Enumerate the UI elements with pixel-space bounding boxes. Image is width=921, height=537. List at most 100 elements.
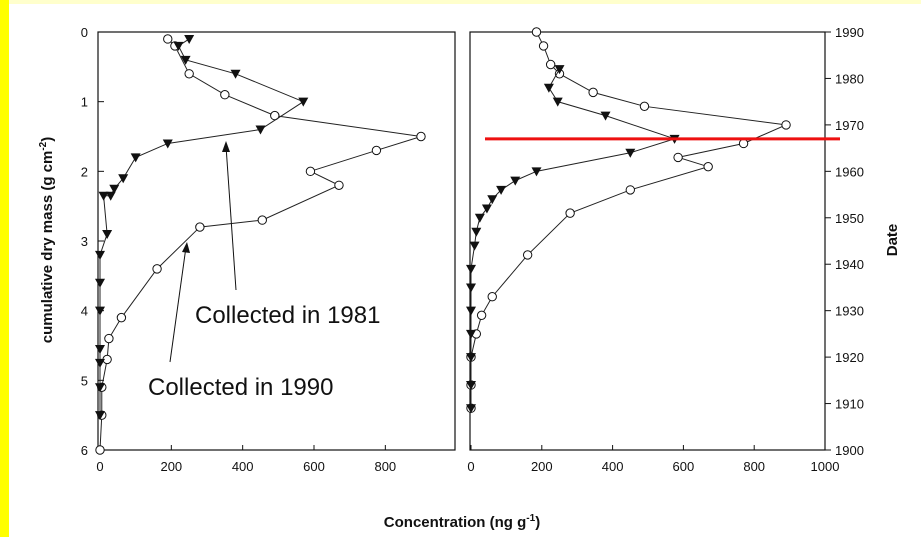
right-triangle-point xyxy=(466,283,476,293)
left-circle-point xyxy=(104,333,114,344)
right-y-tick-label: 1970 xyxy=(835,118,864,133)
left-circle-point xyxy=(305,166,316,177)
left-x-tick-label: 600 xyxy=(303,459,325,474)
left-y-tick-label: 4 xyxy=(81,304,88,319)
left-circle-point xyxy=(163,34,173,44)
right-triangle-point xyxy=(510,176,521,186)
left-circle-point xyxy=(116,312,127,323)
right-y-tick-label: 1920 xyxy=(835,350,864,365)
right-circle-point xyxy=(522,250,533,260)
left-triangle-point xyxy=(109,184,120,194)
right-triangle-point xyxy=(487,195,498,205)
left-triangle-point xyxy=(173,41,184,51)
yellow-side-strip xyxy=(0,0,9,537)
right-circle-point xyxy=(781,120,791,130)
right-circle-point xyxy=(538,41,549,51)
left-triangle-point xyxy=(130,153,141,163)
left-y-tick-label: 6 xyxy=(81,443,88,458)
right-circle-point xyxy=(487,292,497,302)
right-triangle-point xyxy=(474,213,485,223)
left-y-tick-label: 0 xyxy=(81,25,88,40)
left-triangle-point xyxy=(95,306,105,316)
right-y-tick-label: 1900 xyxy=(835,443,864,458)
right-panel-frame xyxy=(469,31,826,451)
right-triangle-point xyxy=(466,380,476,390)
right-y-tick-label: 1990 xyxy=(835,25,864,40)
annotation-arrows xyxy=(169,141,237,363)
right-circle-point xyxy=(639,101,650,112)
left-triangle-point xyxy=(118,174,129,184)
right-axis-ticks: 1990 1980 1970 1960 1950 1940 1930 1920 1910 1900… xyxy=(467,25,864,474)
left-circle-point xyxy=(195,222,205,232)
left-triangle-point xyxy=(180,55,191,65)
right-x-tick-label: 600 xyxy=(673,459,695,474)
right-triangle-point xyxy=(543,83,554,93)
left-triangle-point xyxy=(105,191,116,201)
right-circle-point xyxy=(703,161,713,172)
left-circle-point xyxy=(184,69,194,79)
right-circle-point xyxy=(476,310,487,321)
y-axis-title-left: cumulative dry mass (g cm-2) xyxy=(38,137,56,343)
right-x-tick-label: 200 xyxy=(531,459,553,474)
right-triangle-point xyxy=(466,306,476,316)
right-triangle-point xyxy=(469,241,480,251)
left-series-line-0 xyxy=(99,38,422,451)
left-circle-point xyxy=(371,145,382,156)
left-triangle-point xyxy=(95,358,105,368)
right-y-tick-label: 1910 xyxy=(835,397,864,412)
right-circle-point xyxy=(531,27,542,37)
left-circle-point xyxy=(257,215,267,225)
left-triangle-point xyxy=(95,278,105,288)
left-circle-point xyxy=(152,264,162,274)
y-axis-title-right: Date xyxy=(884,224,901,257)
left-triangle-point xyxy=(95,344,105,354)
right-panel-series xyxy=(466,27,791,414)
right-circle-point xyxy=(588,87,598,98)
arrowhead-1981 xyxy=(222,141,230,152)
right-series-line-1 xyxy=(470,68,677,409)
left-triangle-point xyxy=(98,191,109,201)
left-x-tick-label: 200 xyxy=(160,459,182,474)
arrowhead-1990 xyxy=(182,242,190,253)
left-x-tick-label: 0 xyxy=(96,459,103,474)
x-axis-title: Concentration (ng g-1) xyxy=(384,513,540,531)
right-triangle-point xyxy=(466,353,476,363)
arrow-1990 xyxy=(169,246,187,363)
right-triangle-point xyxy=(552,97,563,107)
right-triangle-point xyxy=(481,204,492,214)
left-circle-point xyxy=(416,131,426,142)
left-y-tick-label: 2 xyxy=(81,164,88,179)
left-triangle-point xyxy=(95,383,105,393)
left-y-tick-label: 3 xyxy=(81,234,88,249)
right-triangle-point xyxy=(466,264,476,274)
right-triangle-point xyxy=(531,167,542,177)
arrow-1981 xyxy=(225,145,237,291)
right-circle-point xyxy=(738,138,749,149)
left-triangle-point xyxy=(162,139,173,149)
right-circle-point xyxy=(625,185,635,195)
left-x-tick-label: 400 xyxy=(232,459,254,474)
left-y-tick-label: 1 xyxy=(81,95,88,110)
left-triangle-point xyxy=(230,69,241,79)
right-x-tick-label: 1000 xyxy=(811,459,840,474)
left-panel-series xyxy=(95,34,426,455)
annotation-collected-1981: Collected in 1981 xyxy=(195,302,380,329)
right-y-tick-label: 1980 xyxy=(835,71,864,86)
right-triangle-point xyxy=(466,329,476,339)
left-triangle-point xyxy=(95,250,105,260)
right-circle-point xyxy=(565,208,575,218)
right-triangle-point xyxy=(600,111,611,121)
left-triangle-point xyxy=(184,34,195,44)
right-triangle-point xyxy=(554,65,565,75)
left-x-tick-label: 800 xyxy=(374,459,396,474)
right-series-line-0 xyxy=(470,31,788,409)
right-x-tick-label: 0 xyxy=(467,459,474,474)
left-triangle-point xyxy=(255,125,266,135)
left-triangle-point xyxy=(102,230,113,240)
left-circle-point xyxy=(95,445,105,455)
left-triangle-point xyxy=(95,411,105,421)
left-circle-point xyxy=(334,180,344,190)
